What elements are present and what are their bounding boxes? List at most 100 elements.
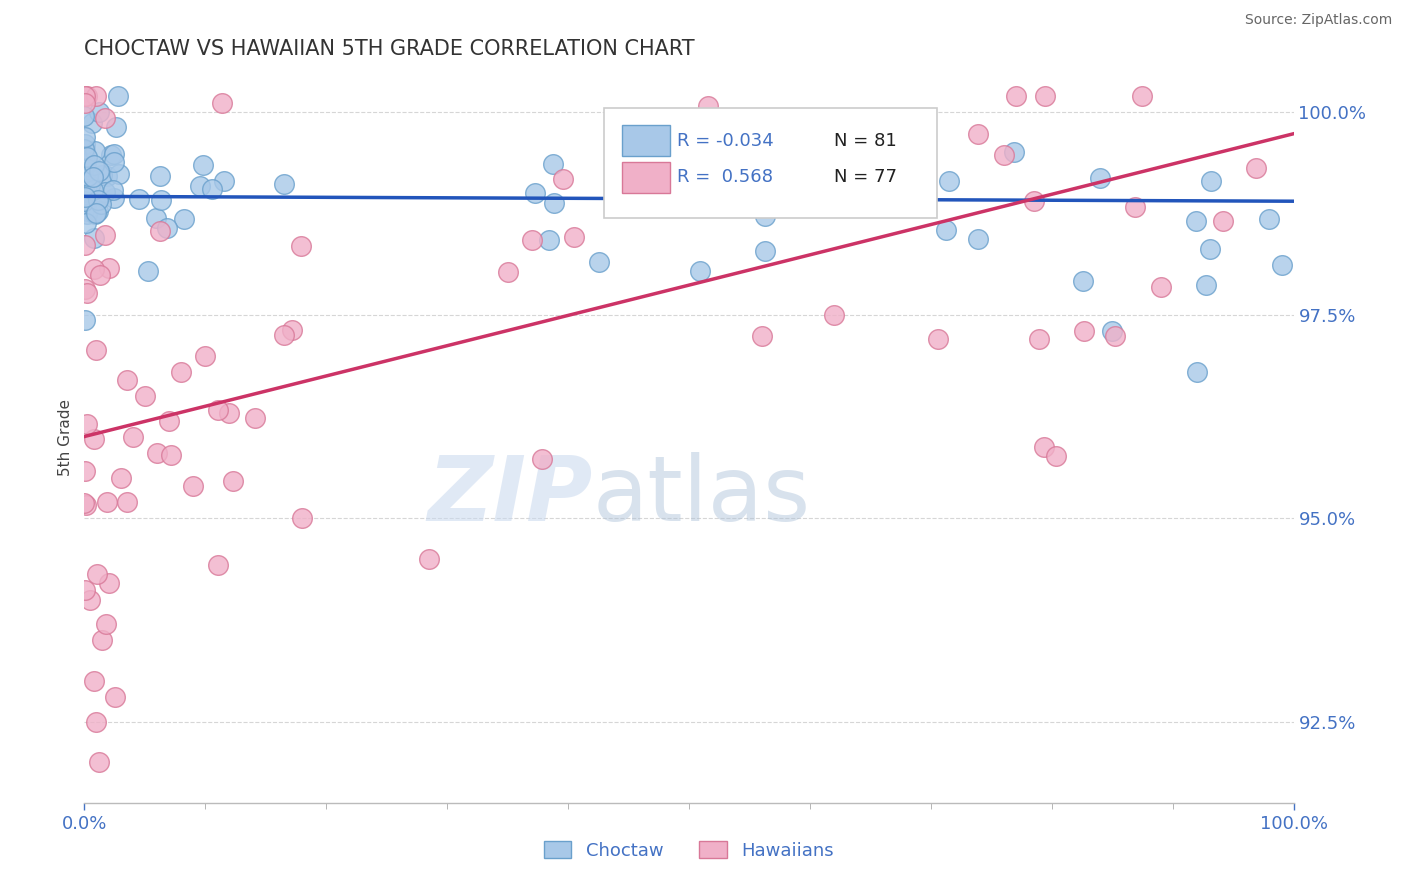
Point	[551, 172, 574, 186]
FancyBboxPatch shape	[623, 126, 669, 156]
Point	[146, 446, 169, 460]
Point	[73, 189, 96, 203]
Point	[73, 142, 96, 156]
Point	[83, 231, 105, 245]
Point	[1130, 88, 1153, 103]
Point	[218, 406, 240, 420]
Text: R =  0.568: R = 0.568	[676, 169, 773, 186]
Point	[87, 104, 110, 119]
Point	[1045, 449, 1067, 463]
Point	[761, 187, 783, 202]
Point	[418, 552, 440, 566]
Point	[1028, 332, 1050, 346]
Point	[77, 169, 100, 183]
Point	[207, 558, 229, 572]
Point	[149, 169, 172, 184]
Point	[1104, 329, 1126, 343]
Point	[754, 244, 776, 258]
Point	[84, 207, 107, 221]
Point	[103, 146, 125, 161]
Point	[73, 109, 96, 123]
Point	[173, 211, 195, 226]
Point	[73, 189, 96, 203]
Point	[149, 224, 172, 238]
Point	[619, 137, 641, 152]
Point	[91, 633, 114, 648]
Point	[1185, 214, 1208, 228]
Point	[76, 150, 98, 164]
Point	[1032, 440, 1054, 454]
Point	[1257, 212, 1279, 227]
Point	[83, 261, 105, 276]
Text: N = 77: N = 77	[834, 169, 897, 186]
Point	[79, 178, 101, 192]
Point	[181, 479, 204, 493]
Point	[94, 227, 117, 242]
Point	[815, 187, 838, 202]
Point	[207, 403, 229, 417]
Point	[73, 282, 96, 296]
Point	[103, 155, 125, 169]
Point	[73, 143, 96, 157]
Point	[1271, 258, 1294, 272]
Point	[1004, 88, 1026, 103]
Point	[84, 88, 107, 103]
Point	[1244, 161, 1267, 175]
Point	[73, 202, 96, 217]
Point	[103, 183, 125, 197]
Point	[128, 192, 150, 206]
FancyBboxPatch shape	[605, 108, 936, 218]
Point	[689, 263, 711, 277]
Point	[993, 148, 1015, 162]
Point	[211, 95, 233, 110]
Point	[94, 617, 117, 632]
Point	[91, 169, 114, 183]
Point	[823, 308, 845, 322]
Point	[75, 155, 97, 169]
Point	[108, 168, 131, 182]
Legend: Choctaw, Hawaiians: Choctaw, Hawaiians	[537, 834, 841, 867]
Point	[73, 496, 96, 510]
Point	[87, 194, 110, 208]
Point	[97, 576, 120, 591]
Point	[562, 230, 585, 244]
Point	[273, 178, 295, 192]
Point	[103, 191, 125, 205]
Point	[927, 332, 949, 346]
Point	[1088, 171, 1111, 186]
Point	[1195, 277, 1218, 292]
Point	[170, 365, 193, 379]
Point	[86, 714, 108, 729]
Text: N = 81: N = 81	[834, 132, 897, 150]
FancyBboxPatch shape	[623, 162, 669, 193]
Point	[96, 495, 118, 509]
Point	[522, 233, 544, 247]
Point	[94, 112, 117, 126]
Point	[107, 88, 129, 103]
Point	[73, 464, 96, 478]
Point	[83, 432, 105, 446]
Text: CHOCTAW VS HAWAIIAN 5TH GRADE CORRELATION CHART: CHOCTAW VS HAWAIIAN 5TH GRADE CORRELATIO…	[84, 38, 695, 59]
Point	[73, 180, 96, 194]
Point	[966, 232, 988, 246]
Point	[75, 582, 97, 597]
Point	[697, 99, 720, 113]
Point	[754, 209, 776, 223]
Point	[935, 223, 957, 237]
Point	[73, 238, 96, 252]
Text: atlas: atlas	[592, 451, 810, 540]
Point	[160, 448, 183, 462]
Point	[541, 157, 564, 171]
Point	[212, 174, 235, 188]
Point	[134, 389, 156, 403]
Point	[201, 182, 224, 196]
Text: Source: ZipAtlas.com: Source: ZipAtlas.com	[1244, 13, 1392, 28]
Point	[73, 88, 96, 103]
Point	[755, 139, 778, 153]
Point	[281, 323, 304, 337]
Point	[1123, 200, 1146, 214]
Point	[87, 755, 110, 769]
Point	[110, 471, 132, 485]
Point	[104, 690, 127, 705]
Point	[100, 148, 122, 162]
